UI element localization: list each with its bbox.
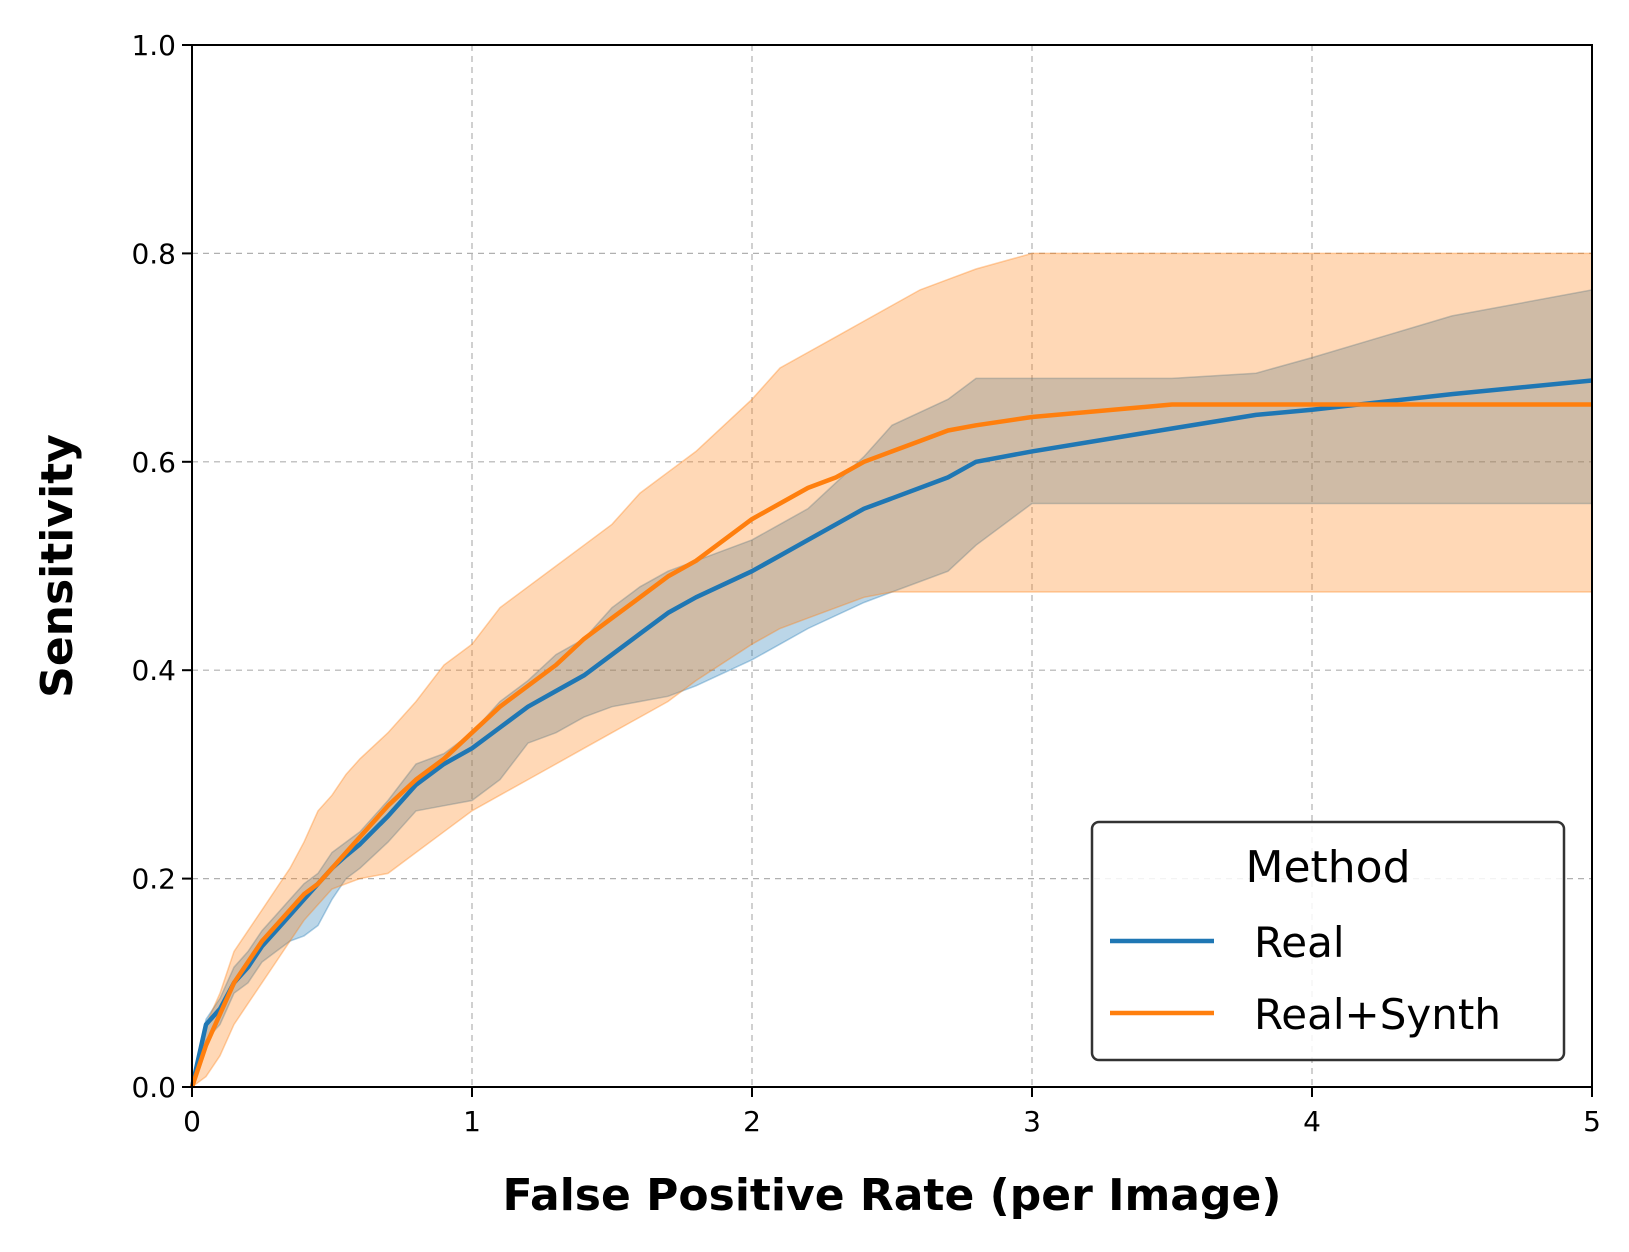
series-lines bbox=[189, 378, 1593, 1088]
y-tick-label-4: 0.8 bbox=[131, 237, 176, 270]
x-tick-label-1: 1 bbox=[463, 1105, 481, 1138]
legend-label-real-synth: Real+Synth bbox=[1254, 990, 1501, 1039]
x-tick-label-3: 3 bbox=[1023, 1105, 1041, 1138]
x-tick-label-2: 2 bbox=[743, 1105, 761, 1138]
y-axis-ticks: 0.0 0.2 0.4 0.6 0.8 1.0 bbox=[131, 29, 192, 1104]
legend-box bbox=[1090, 820, 1566, 1062]
y-axis-title: Sensitivity bbox=[32, 434, 83, 698]
legend: Method Real Real+Synth bbox=[1090, 820, 1566, 1062]
x-tick-label-0: 0 bbox=[183, 1105, 201, 1138]
legend-label-real: Real bbox=[1254, 918, 1345, 967]
y-tick-label-5: 1.0 bbox=[131, 29, 176, 62]
y-tick-label-3: 0.6 bbox=[131, 446, 176, 479]
legend-title: Method bbox=[1245, 842, 1410, 893]
line-real bbox=[189, 378, 1593, 1088]
y-tick-label-2: 0.4 bbox=[131, 654, 176, 687]
y-tick-label-0: 0.0 bbox=[131, 1071, 176, 1104]
line-real-synth bbox=[189, 402, 1592, 1088]
plot-frame bbox=[191, 44, 1593, 1088]
y-tick-label-1: 0.2 bbox=[131, 863, 176, 896]
x-tick-label-4: 4 bbox=[1303, 1105, 1321, 1138]
x-axis-title: False Positive Rate (per Image) bbox=[503, 1170, 1282, 1221]
x-axis-ticks: 0 1 2 3 4 5 bbox=[183, 1087, 1601, 1138]
x-tick-label-5: 5 bbox=[1583, 1105, 1601, 1138]
grid-lines bbox=[192, 45, 1592, 1087]
